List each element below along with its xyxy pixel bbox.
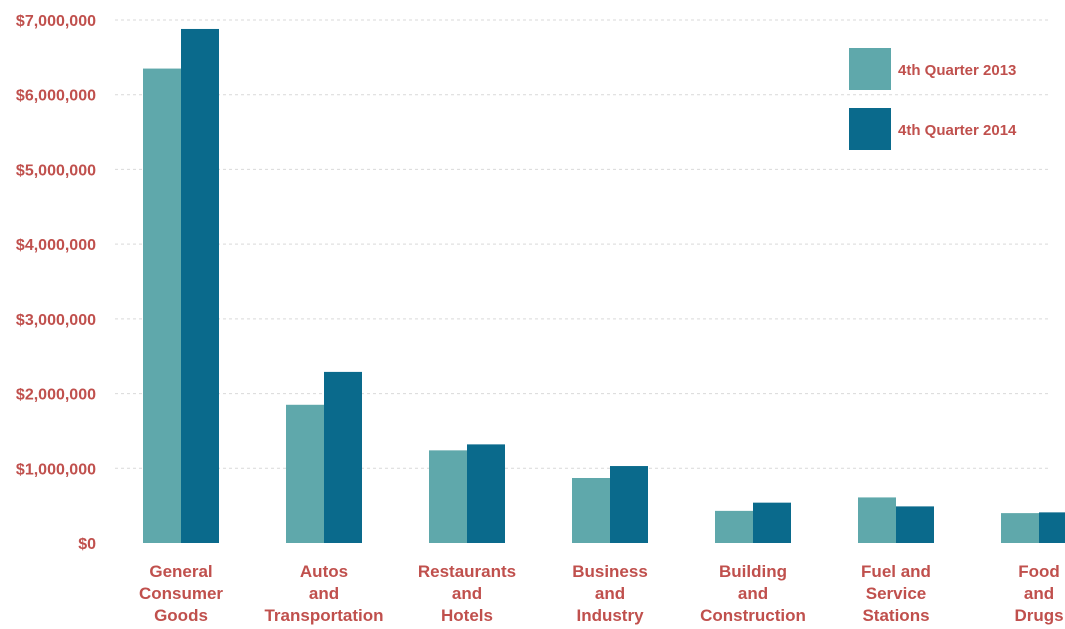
category-label-line: Goods bbox=[154, 606, 208, 625]
category-label-line: and bbox=[738, 584, 768, 603]
bar-q4-2014-6 bbox=[1039, 512, 1065, 543]
y-tick-label: $7,000,000 bbox=[16, 13, 96, 30]
bar-q4-2013-5 bbox=[858, 497, 896, 543]
bar-q4-2013-2 bbox=[429, 450, 467, 543]
bar-q4-2013-6 bbox=[1001, 513, 1039, 543]
category-labels: General Consumer Goods Autos and Transportati… bbox=[139, 562, 1064, 625]
category-label: Fuel and Service Stations bbox=[861, 562, 931, 625]
category-label-line: Consumer bbox=[139, 584, 223, 603]
category-label-line: and bbox=[309, 584, 339, 603]
bar-q4-2014-2 bbox=[467, 444, 505, 543]
legend: 4th Quarter 2013 4th Quarter 2014 bbox=[849, 48, 1017, 150]
category-label: Autos and Transportation bbox=[264, 562, 383, 625]
category-label-line: Service bbox=[866, 584, 927, 603]
y-tick-label: $1,000,000 bbox=[16, 461, 96, 478]
category-label-line: Transportation bbox=[264, 606, 383, 625]
y-tick-label: $3,000,000 bbox=[16, 312, 96, 329]
bar-q4-2014-4 bbox=[753, 502, 791, 543]
category-label-line: Industry bbox=[576, 606, 644, 625]
category-label-line: Drugs bbox=[1014, 606, 1063, 625]
category-label: General Consumer Goods bbox=[139, 562, 223, 625]
category-label: Food and Drugs bbox=[1014, 562, 1063, 625]
bar-q4-2014-1 bbox=[324, 371, 362, 543]
category-label: Restaurants and Hotels bbox=[418, 562, 516, 625]
category-label-line: Building bbox=[719, 562, 787, 581]
bar-q4-2014-0 bbox=[181, 28, 219, 544]
category-label-line: Construction bbox=[700, 606, 806, 625]
category-label-line: and bbox=[1024, 584, 1054, 603]
category-label: Business and Industry bbox=[572, 562, 648, 625]
category-label-line: General bbox=[149, 562, 212, 581]
y-axis-tick-labels: $0 $1,000,000 $2,000,000 $3,000,000 $4,000,0… bbox=[16, 13, 96, 553]
category-label-line: Hotels bbox=[441, 606, 493, 625]
bar-q4-2014-5 bbox=[896, 506, 934, 543]
gridlines bbox=[115, 19, 1050, 469]
legend-label: 4th Quarter 2013 bbox=[898, 62, 1016, 79]
y-tick-label: $5,000,000 bbox=[16, 162, 96, 179]
y-tick-label: $4,000,000 bbox=[16, 237, 96, 254]
legend-label: 4th Quarter 2014 bbox=[898, 122, 1017, 139]
bar-q4-2013-4 bbox=[715, 510, 753, 543]
category-label-line: Fuel and bbox=[861, 562, 931, 581]
legend-swatch bbox=[849, 48, 891, 90]
category-label-line: Restaurants bbox=[418, 562, 516, 581]
bar-q4-2013-1 bbox=[286, 404, 324, 543]
y-tick-label: $6,000,000 bbox=[16, 88, 96, 105]
category-label-line: Autos bbox=[300, 562, 348, 581]
y-tick-label: $2,000,000 bbox=[16, 387, 96, 404]
bar-q4-2013-3 bbox=[572, 477, 610, 543]
bar-q4-2013-0 bbox=[143, 68, 181, 544]
bars bbox=[143, 28, 1065, 544]
category-label-line: Stations bbox=[862, 606, 929, 625]
legend-swatch bbox=[849, 108, 891, 150]
category-label-line: Food bbox=[1018, 562, 1060, 581]
category-label: Building and Construction bbox=[700, 562, 806, 625]
y-tick-label: $0 bbox=[78, 536, 96, 553]
category-label-line: Business bbox=[572, 562, 648, 581]
category-label-line: and bbox=[452, 584, 482, 603]
bar-q4-2014-3 bbox=[610, 466, 648, 543]
category-label-line: and bbox=[595, 584, 625, 603]
